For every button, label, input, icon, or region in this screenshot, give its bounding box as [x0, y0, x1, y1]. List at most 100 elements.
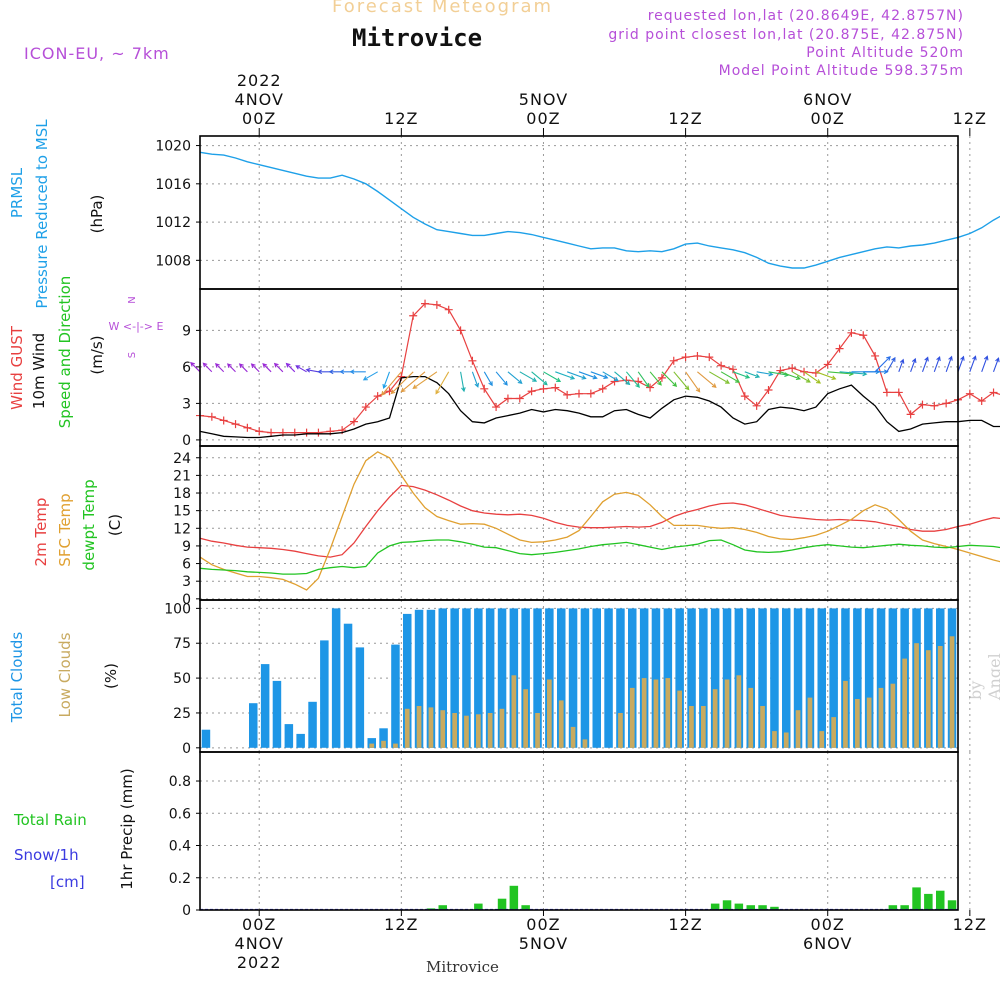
low-cloud-bar [760, 706, 765, 748]
total-cloud-bar [687, 608, 696, 748]
y-tick-label: 24 [173, 451, 191, 467]
low-cloud-bar [937, 646, 943, 748]
wind-ylabel-gust: Wind GUST [8, 325, 26, 410]
y-tick-label: 18 [173, 486, 191, 502]
total-cloud-bar [426, 609, 436, 748]
low-cloud-bar [464, 715, 469, 748]
wind-direction-arrow [305, 367, 319, 373]
low-cloud-bar [523, 689, 528, 748]
low-cloud-bar [570, 726, 576, 748]
pressure-frame [199, 135, 959, 290]
wind-direction-arrow [673, 371, 690, 391]
rain-bar [438, 905, 447, 910]
low-cloud-bar [393, 743, 398, 748]
low-cloud-bar [416, 706, 422, 748]
rain-bar [474, 903, 483, 910]
total-cloud-bar [782, 608, 791, 748]
gust-line [199, 302, 1000, 434]
low-cloud-bar [819, 731, 825, 748]
top-time-label: 12Z [668, 109, 702, 128]
total-cloud-bar [864, 608, 874, 748]
wind-direction-arrow [238, 363, 248, 373]
low-cloud-bar [629, 687, 635, 748]
wind-direction-arrow [803, 371, 822, 384]
wind-direction-arrow [815, 371, 837, 381]
gust-marker [207, 412, 216, 421]
low-cloud-bar [807, 697, 813, 748]
total-cloud-bar [367, 738, 376, 748]
total-cloud-bar [391, 644, 400, 748]
total-cloud-bar [628, 608, 637, 748]
gust-marker [456, 326, 465, 335]
wind-direction-arrow [709, 371, 730, 384]
gust-marker [847, 328, 856, 337]
precipitation-grid: 0 0.2 0.4 0.6 0.8 [169, 752, 971, 919]
rain-bar [710, 903, 720, 910]
top-time-label: 6NOV [803, 90, 852, 109]
precipitation-frame [199, 751, 959, 911]
total-cloud-bar [817, 608, 826, 748]
wind-direction-arrow [886, 356, 896, 373]
low-cloud-bar [641, 678, 647, 748]
gust-marker [373, 392, 382, 401]
wind-direction-arrow [471, 371, 480, 388]
temp-ylabel-2m: 2m Temp [32, 498, 50, 567]
y-tick-label: 50 [173, 671, 191, 687]
low-cloud-bar [381, 740, 386, 748]
gust-marker [882, 388, 891, 397]
wind-frame [199, 288, 959, 447]
wind-direction-arrow [317, 369, 331, 375]
wind-direction-arrow [295, 365, 307, 373]
bottom-time-label: 00Z [242, 915, 276, 934]
clouds-ylabel-low: Low Clouds [56, 632, 74, 717]
low-cloud-bar [902, 658, 907, 748]
top-time-label: 4NOV [235, 90, 284, 109]
low-cloud-bar [618, 713, 623, 748]
total-cloud-bar [545, 608, 554, 748]
total-cloud-bar [403, 613, 412, 748]
bottom-time-label: 12Z [668, 915, 702, 934]
y-tick-label: 100 [164, 601, 191, 617]
compass-icon: N W <-|-> E S [109, 296, 164, 358]
wind-direction-arrow [614, 371, 631, 386]
total-cloud-bar [343, 623, 353, 748]
pressure-line [199, 151, 1000, 269]
gust-marker [776, 366, 785, 375]
rain-bar [770, 906, 779, 910]
total-cloud-bar [533, 608, 542, 748]
wind-direction-arrow [435, 371, 450, 395]
wind-direction-arrow [981, 355, 989, 372]
wind-direction-arrow [543, 371, 562, 382]
bottom-time-label: 6NOV [803, 934, 852, 953]
low-cloud-bar [665, 678, 671, 748]
wind-direction-arrow [531, 371, 548, 386]
low-cloud-bar [511, 675, 517, 748]
total-cloud-bar [758, 608, 767, 748]
compass-label-north: N [127, 296, 138, 303]
low-cloud-bar [712, 689, 718, 748]
low-cloud-bar [487, 713, 493, 748]
total-cloud-bar [450, 608, 459, 748]
total-cloud-bar [722, 608, 732, 748]
total-cloud-bar [249, 703, 258, 748]
gust-marker [219, 416, 228, 425]
low-cloud-bar [582, 739, 588, 748]
pressure-grid: 1008 1012 1016 1020 [155, 136, 971, 289]
wind-direction-arrow [957, 355, 965, 372]
low-cloud-bar [890, 683, 896, 748]
gust-marker [977, 396, 986, 405]
sfc-temp-line [199, 451, 1000, 591]
total-cloud-bar [604, 608, 613, 748]
gust-marker [942, 399, 951, 408]
total-cloud-bar [296, 733, 305, 748]
gust-markers [196, 299, 998, 437]
total-cloud-bar [805, 608, 815, 748]
gust-marker [539, 384, 548, 393]
low-cloud-bar [855, 699, 860, 748]
total-cloud-bar [355, 647, 365, 748]
bottom-time-label: 00Z [526, 915, 560, 934]
low-cloud-bar [926, 650, 931, 748]
wind-direction-arrow [460, 371, 466, 393]
top-time-label: 12Z [384, 109, 418, 128]
wind-speed-line [199, 375, 1000, 439]
